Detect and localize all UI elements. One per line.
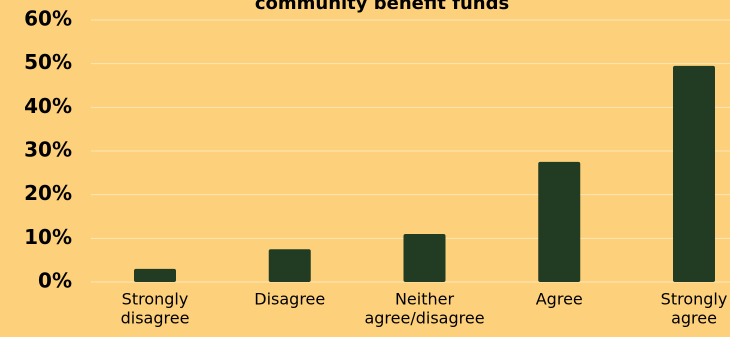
y-axis-tick-labels: 0% 10% 20% 30% 40% 50% 60% xyxy=(24,7,72,293)
x-tick-label: Agree xyxy=(536,290,583,309)
x-axis-tick-labels: Strongly disagree Disagree Neither agree/dis… xyxy=(121,290,728,328)
chart-title: community benefit funds xyxy=(255,0,509,14)
y-tick-label: 40% xyxy=(24,94,72,118)
y-tick-label: 60% xyxy=(24,7,72,31)
x-tick-label: Neither agree/disagree xyxy=(364,290,484,328)
y-tick-label: 50% xyxy=(24,50,72,74)
bar xyxy=(673,65,715,282)
x-tick-label: Disagree xyxy=(254,290,325,309)
bars xyxy=(134,65,715,282)
y-tick-label: 10% xyxy=(24,225,72,249)
x-tick-label: Strongly agree xyxy=(661,290,728,328)
bar xyxy=(403,233,446,282)
y-tick-label: 0% xyxy=(38,269,72,293)
bar xyxy=(134,268,176,282)
bar xyxy=(268,249,311,282)
bar xyxy=(538,161,581,282)
y-tick-label: 30% xyxy=(24,138,72,162)
x-tick-label: Strongly disagree xyxy=(121,290,190,328)
y-tick-label: 20% xyxy=(24,181,72,205)
gridlines xyxy=(91,19,730,283)
